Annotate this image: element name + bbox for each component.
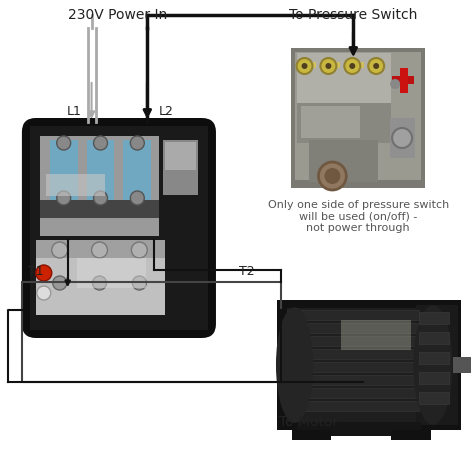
Bar <box>46 174 106 196</box>
Bar <box>287 401 419 411</box>
Circle shape <box>53 276 67 290</box>
Circle shape <box>57 191 71 205</box>
Bar <box>304 62 317 68</box>
Bar <box>419 332 449 344</box>
Bar <box>36 240 165 258</box>
Bar <box>40 136 159 236</box>
Bar <box>352 62 364 68</box>
Bar <box>416 305 458 425</box>
Bar <box>292 430 331 440</box>
Bar <box>297 422 421 436</box>
Circle shape <box>320 58 337 74</box>
Circle shape <box>319 162 346 190</box>
Circle shape <box>131 242 147 258</box>
Ellipse shape <box>414 306 452 424</box>
Ellipse shape <box>277 308 312 422</box>
Bar <box>392 76 414 84</box>
Bar <box>419 352 449 364</box>
Bar <box>309 140 378 182</box>
Circle shape <box>368 58 384 74</box>
Bar <box>165 142 196 170</box>
Text: To Motor: To Motor <box>279 415 338 429</box>
Circle shape <box>52 242 68 258</box>
Circle shape <box>344 58 360 74</box>
Bar <box>40 200 159 218</box>
Circle shape <box>373 63 379 69</box>
Bar <box>22 282 281 382</box>
Text: To Pressure Switch: To Pressure Switch <box>289 8 418 22</box>
Bar <box>390 118 415 158</box>
Bar <box>287 310 419 320</box>
Bar <box>419 372 449 384</box>
Bar <box>291 48 425 188</box>
Text: L1: L1 <box>67 105 82 118</box>
Circle shape <box>297 58 312 74</box>
Bar <box>287 388 419 398</box>
Circle shape <box>132 276 146 290</box>
Circle shape <box>326 63 331 69</box>
Bar <box>287 336 419 346</box>
Circle shape <box>92 276 107 290</box>
Circle shape <box>93 136 108 150</box>
Circle shape <box>130 136 144 150</box>
Circle shape <box>36 265 52 281</box>
Text: T2: T2 <box>239 265 255 278</box>
Circle shape <box>93 191 108 205</box>
Bar <box>419 312 449 324</box>
Bar <box>453 357 471 373</box>
FancyBboxPatch shape <box>22 118 216 338</box>
Circle shape <box>392 128 412 148</box>
Circle shape <box>324 168 340 184</box>
Text: Only one side of pressure switch
will be used (on/off) -
not power through: Only one side of pressure switch will be… <box>268 200 449 233</box>
Bar <box>328 62 340 68</box>
Bar <box>287 375 419 385</box>
Bar <box>287 308 421 422</box>
Bar <box>297 103 391 143</box>
Bar <box>294 52 421 180</box>
Bar <box>341 320 411 350</box>
Bar <box>297 53 391 108</box>
Circle shape <box>349 63 356 69</box>
Bar <box>287 362 419 372</box>
Bar <box>77 258 146 288</box>
Circle shape <box>130 191 144 205</box>
Bar <box>163 140 198 195</box>
Bar <box>287 349 419 359</box>
Circle shape <box>37 286 51 300</box>
Bar <box>391 430 431 440</box>
Bar <box>277 300 461 430</box>
Bar <box>30 126 208 330</box>
Bar <box>123 140 151 205</box>
Text: 230V Power In: 230V Power In <box>68 8 167 22</box>
Circle shape <box>57 136 71 150</box>
Text: T1: T1 <box>28 265 44 278</box>
Bar <box>301 106 360 138</box>
Bar <box>50 140 78 205</box>
Circle shape <box>301 63 308 69</box>
Bar <box>400 68 408 93</box>
Bar <box>36 240 165 315</box>
Circle shape <box>91 242 108 258</box>
Text: L2: L2 <box>159 105 174 118</box>
Bar <box>87 140 114 205</box>
Circle shape <box>390 79 400 89</box>
Bar <box>419 392 449 404</box>
Bar <box>287 323 419 333</box>
